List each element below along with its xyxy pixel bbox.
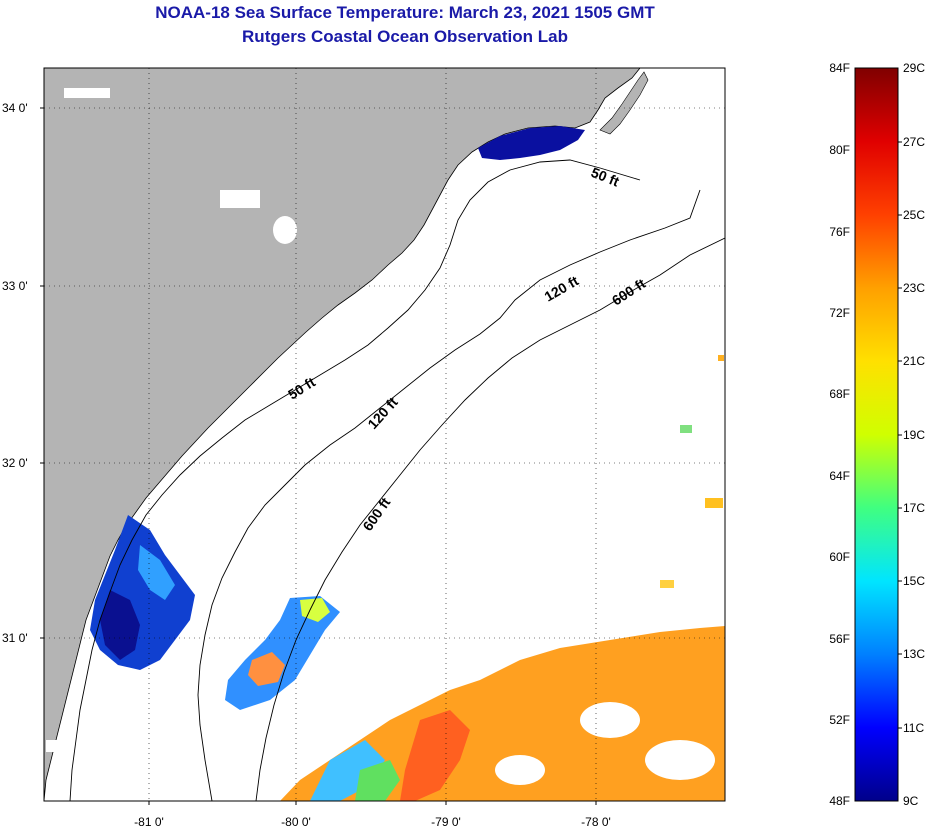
lat-label-32: 32 0' xyxy=(2,456,28,470)
isobath-600ft xyxy=(255,237,725,801)
sst-warm-water-southeast xyxy=(280,626,725,801)
cb-c-29: 29C xyxy=(903,61,925,75)
cb-f-72: 72F xyxy=(829,306,850,320)
sst-green-mix xyxy=(355,760,400,801)
cloud-patch xyxy=(220,190,260,208)
cloud-patch xyxy=(495,755,545,785)
sst-speck xyxy=(705,498,723,508)
sst-speck xyxy=(680,425,692,433)
sst-cool-streak xyxy=(138,545,175,600)
land-cape xyxy=(599,71,649,135)
cb-c-25: 25C xyxy=(903,208,925,222)
cloud-patch xyxy=(580,702,640,738)
cb-f-76: 76F xyxy=(829,225,850,239)
cb-f-60: 60F xyxy=(829,550,850,564)
map-title: NOAA-18 Sea Surface Temperature: March 2… xyxy=(155,3,655,22)
cb-c-13: 13C xyxy=(903,647,925,661)
map-subtitle: Rutgers Coastal Ocean Observation Lab xyxy=(242,27,568,46)
colorbar-celsius-labels: 29C 27C 25C 23C 21C 19C 17C 15C 13C 11C … xyxy=(903,61,925,808)
isobath-120ft xyxy=(197,189,701,801)
colorbar-ticks xyxy=(898,141,902,729)
map-frame xyxy=(43,67,726,802)
axis-ticks xyxy=(40,107,597,805)
cb-c-17: 17C xyxy=(903,501,925,515)
cb-f-52: 52F xyxy=(829,713,850,727)
sst-mid-patch xyxy=(225,596,340,710)
cb-f-64: 64F xyxy=(829,469,850,483)
cb-c-27: 27C xyxy=(903,135,925,149)
isobath-50ft xyxy=(69,159,641,801)
cb-f-68: 68F xyxy=(829,387,850,401)
map-canvas: 50 ft 120 ft 600 ft 50 ft 120 ft 600 ft xyxy=(44,68,725,801)
cb-c-15: 15C xyxy=(903,574,925,588)
sst-mid-warm-core xyxy=(248,652,285,686)
sst-warmer-streaks xyxy=(400,710,470,801)
lon-label-81: -81 0' xyxy=(134,815,164,829)
lat-label-34: 34 0' xyxy=(2,101,28,115)
sst-speck xyxy=(718,355,724,361)
cb-c-21: 21C xyxy=(903,354,925,368)
graticule xyxy=(44,68,725,801)
lat-label-31: 31 0' xyxy=(2,631,28,645)
temperature-colorbar xyxy=(854,67,899,802)
sst-colder-core xyxy=(100,590,140,660)
cloud-patch xyxy=(64,88,110,98)
lat-label-33: 33 0' xyxy=(2,279,28,293)
lon-label-78: -78 0' xyxy=(581,815,611,829)
cloud-patch xyxy=(273,216,297,244)
cloud-patch xyxy=(46,740,68,752)
cb-f-80: 80F xyxy=(829,143,850,157)
lon-label-79: -79 0' xyxy=(431,815,461,829)
cb-f-84: 84F xyxy=(829,61,850,75)
sst-speck xyxy=(660,580,674,588)
cb-c-19: 19C xyxy=(903,428,925,442)
sst-cold-patch-north xyxy=(478,126,585,160)
cb-f-48: 48F xyxy=(829,794,850,808)
cloud-patch xyxy=(645,740,715,780)
lon-label-80: -80 0' xyxy=(281,815,311,829)
cb-c-11: 11C xyxy=(903,721,924,735)
land-mass xyxy=(44,68,641,801)
cb-c-9: 9C xyxy=(903,794,919,808)
colorbar-fahrenheit-labels: 84F 80F 76F 72F 68F 64F 60F 56F 52F 48F xyxy=(829,61,850,808)
cb-f-56: 56F xyxy=(829,632,850,646)
cb-c-23: 23C xyxy=(903,281,925,295)
